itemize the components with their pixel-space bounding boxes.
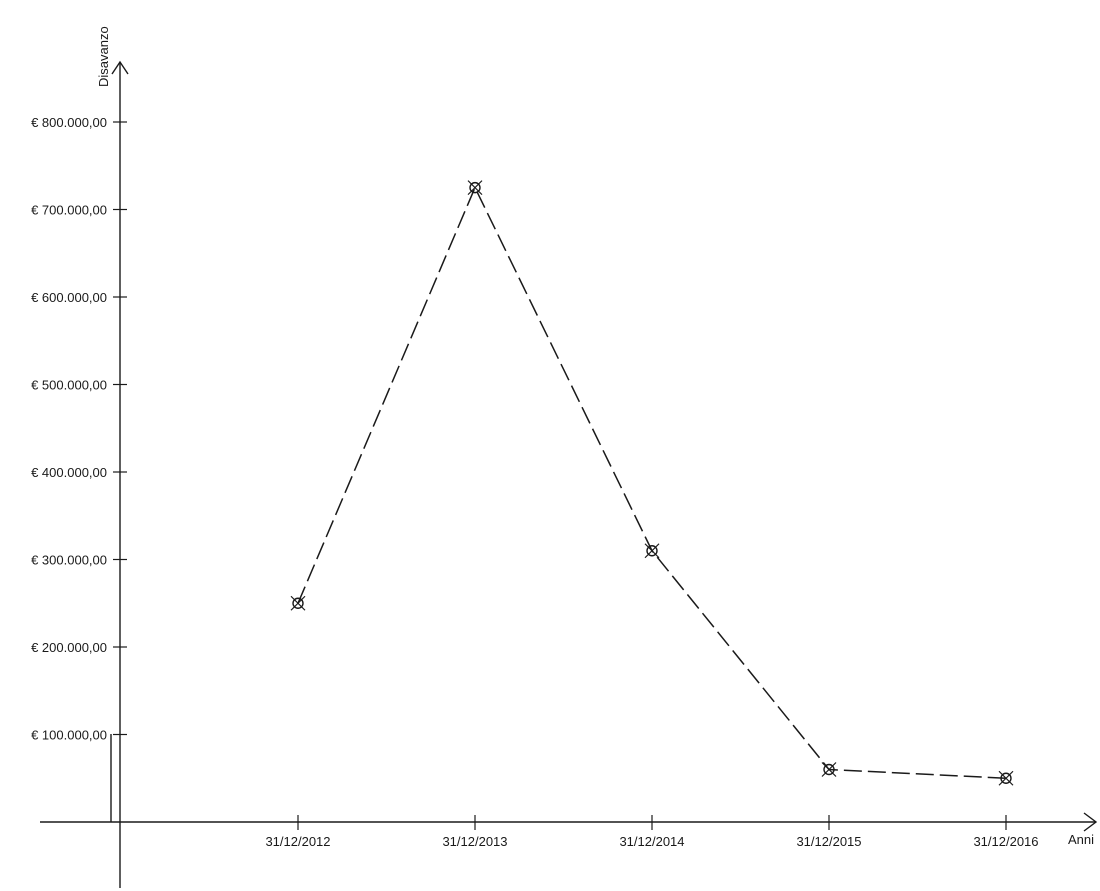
x-tick-label: 31/12/2016	[973, 834, 1038, 849]
x-tick-label: 31/12/2013	[442, 834, 507, 849]
y-tick-label: € 200.000,00	[31, 640, 107, 655]
y-tick-label: € 700.000,00	[31, 203, 107, 218]
y-ticks: € 100.000,00 € 200.000,00 € 300.000,00 € 40…	[31, 115, 127, 743]
y-tick-label: € 600.000,00	[31, 290, 107, 305]
x-ticks: 31/12/2012 31/12/2013 31/12/2014 31/12/2015…	[265, 815, 1039, 849]
axes: Disavanzo Anni	[40, 26, 1098, 888]
series-layer	[290, 180, 1014, 786]
x-axis-title: Anni	[1068, 832, 1094, 847]
y-tick-label: € 800.000,00	[31, 115, 107, 130]
data-point-marker	[821, 762, 837, 777]
x-tick-label: 31/12/2015	[796, 834, 861, 849]
data-point-marker	[644, 543, 660, 559]
data-point-marker	[290, 595, 306, 611]
y-tick-label: € 100.000,00	[31, 728, 107, 743]
y-tick-label: € 400.000,00	[31, 465, 107, 480]
y-tick-label: € 500.000,00	[31, 378, 107, 393]
x-tick-label: 31/12/2014	[619, 834, 684, 849]
y-axis-title: Disavanzo	[96, 26, 111, 87]
data-point-marker	[998, 770, 1014, 786]
y-tick-label: € 300.000,00	[31, 553, 107, 568]
x-tick-label: 31/12/2012	[265, 834, 330, 849]
x-axis-arrowhead	[1083, 812, 1098, 832]
series-line	[297, 185, 1007, 779]
y-axis-arrowhead	[111, 60, 129, 75]
data-point-marker	[467, 180, 483, 196]
